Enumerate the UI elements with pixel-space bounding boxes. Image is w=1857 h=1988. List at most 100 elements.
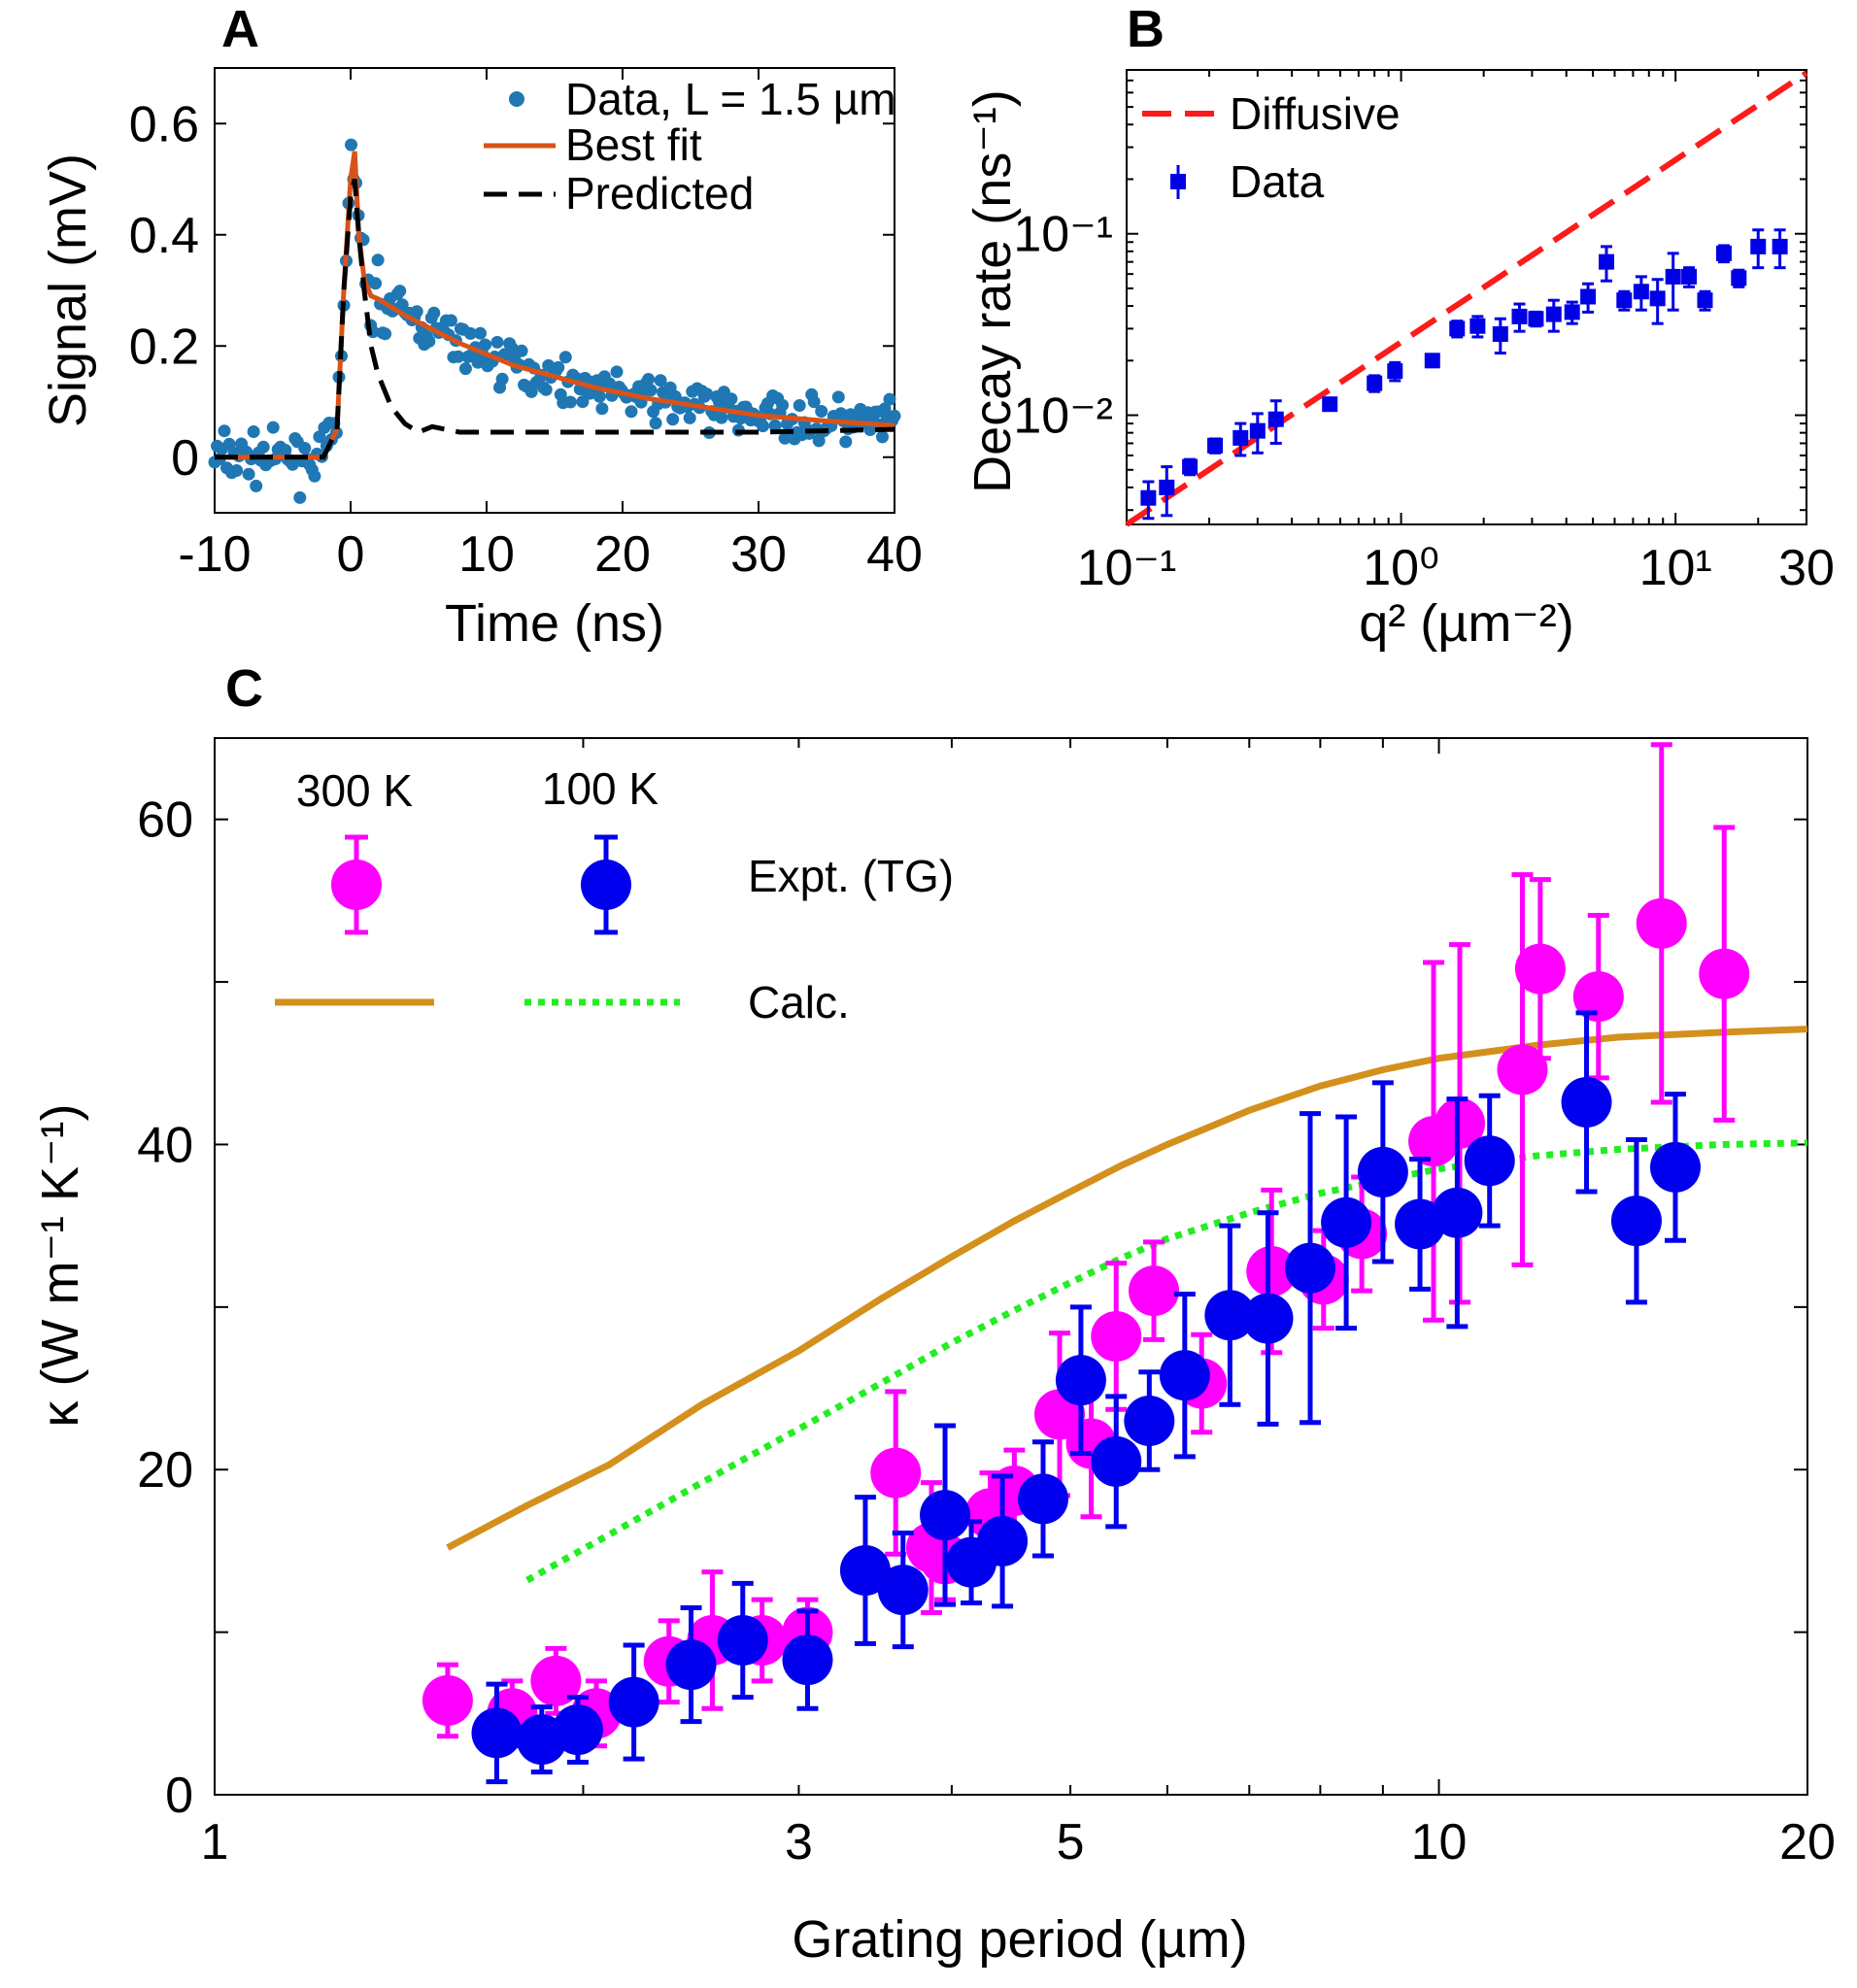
panel-c-300k-data-point (1636, 897, 1687, 949)
panel-c-300k-data-point (1514, 943, 1566, 994)
panel-c-100k-data-point (1610, 1196, 1662, 1247)
panel-a: A -10 0 10 20 30 40 0 0.2 0.4 0.6 Time (ns) Signa… (39, 0, 923, 653)
panel-a-data-point (552, 360, 565, 374)
panel-b-axes-box (1126, 69, 1807, 525)
panel-c-100k-data-point (977, 1515, 1029, 1567)
panel-a-data-point (815, 405, 828, 418)
panel-a-data-point (256, 440, 270, 454)
panel-b-data-point (1633, 284, 1649, 300)
panel-c-100k-data-point (717, 1614, 768, 1666)
legend-predicted-label: Predicted (565, 168, 754, 219)
panel-c-ytick-label: 20 (137, 1442, 193, 1499)
panel-a-data-point (757, 420, 769, 433)
panel-c-100k-data-point (839, 1545, 891, 1597)
panel-a-ytick-label: 0.6 (129, 96, 199, 152)
panel-a-data-point (812, 434, 826, 448)
panel-a-data-point (444, 314, 457, 327)
panel-b-ytick-label: 10⁻¹ (1013, 207, 1113, 263)
panel-a-data-point (298, 442, 312, 455)
panel-b-data-points (1140, 228, 1788, 521)
panel-b-data-point (1750, 238, 1767, 254)
panel-b-data-point (1731, 270, 1747, 286)
panel-b-ylabel: Decay rate (ns⁻¹) (963, 89, 1022, 493)
panel-a-data-point (863, 423, 877, 436)
panel-c-100k-data-point (1017, 1473, 1068, 1525)
panel-b: B 10⁻¹ 10⁰ 10¹ 30 10⁻¹ 10⁻² q² (µm⁻²) Decay r… (963, 0, 1835, 653)
panel-a-data-point (393, 285, 407, 298)
panel-c-ytick-label: 60 (137, 792, 193, 849)
legend-best-fit-label: Best fit (565, 119, 702, 170)
panel-a-data-point (576, 395, 590, 409)
panel-b-data-point (1528, 311, 1544, 327)
panel-c-100k-data-point (782, 1634, 833, 1686)
panel-b-data-point (1665, 268, 1681, 285)
panel-c-ticks: 1 3 5 10 20 0 20 40 60 (137, 738, 1836, 1870)
legend-data-marker (1170, 174, 1186, 189)
panel-c-ylabel: κ (W m⁻¹ K⁻¹) (31, 1104, 89, 1428)
panel-a-data-point (242, 467, 255, 481)
panel-a-data-point (876, 430, 889, 444)
panel-b-data-point (1367, 375, 1383, 391)
panel-b-ytick-label: 10⁻² (1013, 388, 1113, 445)
panel-c-xtick-label: 10 (1411, 1814, 1468, 1870)
panel-b-xlabel: q² (µm⁻²) (1359, 594, 1574, 653)
panel-a-data-point (642, 373, 656, 386)
panel-a-data-point (592, 389, 606, 403)
legend-100k-header: 100 K (542, 763, 659, 814)
panel-b-legend: Diffusive Data (1142, 88, 1401, 207)
panel-b-data-point (1322, 396, 1338, 413)
panel-a-data-point (649, 417, 662, 430)
panel-c-calc-300k-line (446, 1026, 1808, 1551)
panel-a-data-point (345, 138, 357, 152)
panel-a-data-point (230, 464, 244, 477)
legend-data-label: Data (1230, 156, 1325, 207)
legend-300k-header: 300 K (296, 765, 414, 816)
panel-b-data-point (1697, 292, 1713, 309)
panel-a-data-point (776, 398, 790, 412)
panel-a-ytick-label: 0.2 (129, 319, 199, 375)
panel-c-xtick-label: 1 (201, 1814, 229, 1870)
panel-c-100k-data-point (1204, 1290, 1256, 1341)
panel-c-xtick-label: 20 (1779, 1814, 1836, 1870)
panel-c-100k-data-point (1159, 1350, 1210, 1401)
panel-c-300k-data-point (1435, 1097, 1486, 1149)
panel-b-data-point (1772, 238, 1788, 254)
panel-c-100k-data-point (1649, 1141, 1701, 1193)
panel-c-300k-data-point (1246, 1246, 1298, 1297)
panel-c-legend: 300 K 100 K Expt. (TG) Calc. (275, 763, 954, 1028)
legend-data-label: Data, L = 1.5 µm (565, 74, 896, 124)
panel-a-xtick-label: 40 (866, 526, 923, 583)
panel-a-data-point (563, 395, 577, 409)
panel-b-data-point (1599, 253, 1615, 270)
panel-a-data-point (474, 326, 487, 340)
panel-a-data-point (427, 306, 441, 320)
panel-b-data-point (1511, 308, 1528, 324)
panel-a-xtick-label: 0 (337, 526, 365, 583)
legend-data-marker (509, 91, 524, 107)
panel-a-data-point (793, 399, 806, 412)
panel-a-data-point (539, 383, 553, 396)
panel-a-data-point (644, 384, 658, 397)
panel-a-data-point (371, 253, 385, 267)
panel-c-100k-data-point (1242, 1293, 1294, 1344)
panel-a-data-point (524, 385, 538, 398)
panel-c-100k-data-point (877, 1565, 928, 1616)
panel-c-300k-data-point (1572, 971, 1624, 1023)
panel-a-data-point (369, 277, 383, 290)
panel-label-c: C (225, 659, 263, 718)
panel-a-data-point (266, 421, 280, 434)
panel-c-100k-points (471, 1010, 1701, 1785)
panel-a-data-point (715, 411, 728, 424)
panel-a-ylabel: Signal (mV) (39, 153, 97, 427)
panel-a-data-point (654, 374, 667, 387)
panel-b-data-point (1232, 429, 1249, 446)
panel-c: C 1 3 5 10 20 0 20 40 60 Grating period (µm) κ (… (31, 659, 1836, 1969)
panel-a-data-point (247, 425, 260, 438)
panel-a-xlabel: Time (ns) (445, 594, 664, 653)
panel-c-100k-data-point (608, 1676, 659, 1728)
panel-b-data-point (1267, 411, 1284, 427)
panel-b-data-point (1387, 363, 1403, 380)
panel-c-300k-data-point (1129, 1265, 1180, 1317)
panel-b-xtick-label: 10⁰ (1363, 540, 1439, 596)
panel-b-ticks: 10⁻¹ 10⁰ 10¹ 30 10⁻¹ 10⁻² (1013, 69, 1835, 596)
